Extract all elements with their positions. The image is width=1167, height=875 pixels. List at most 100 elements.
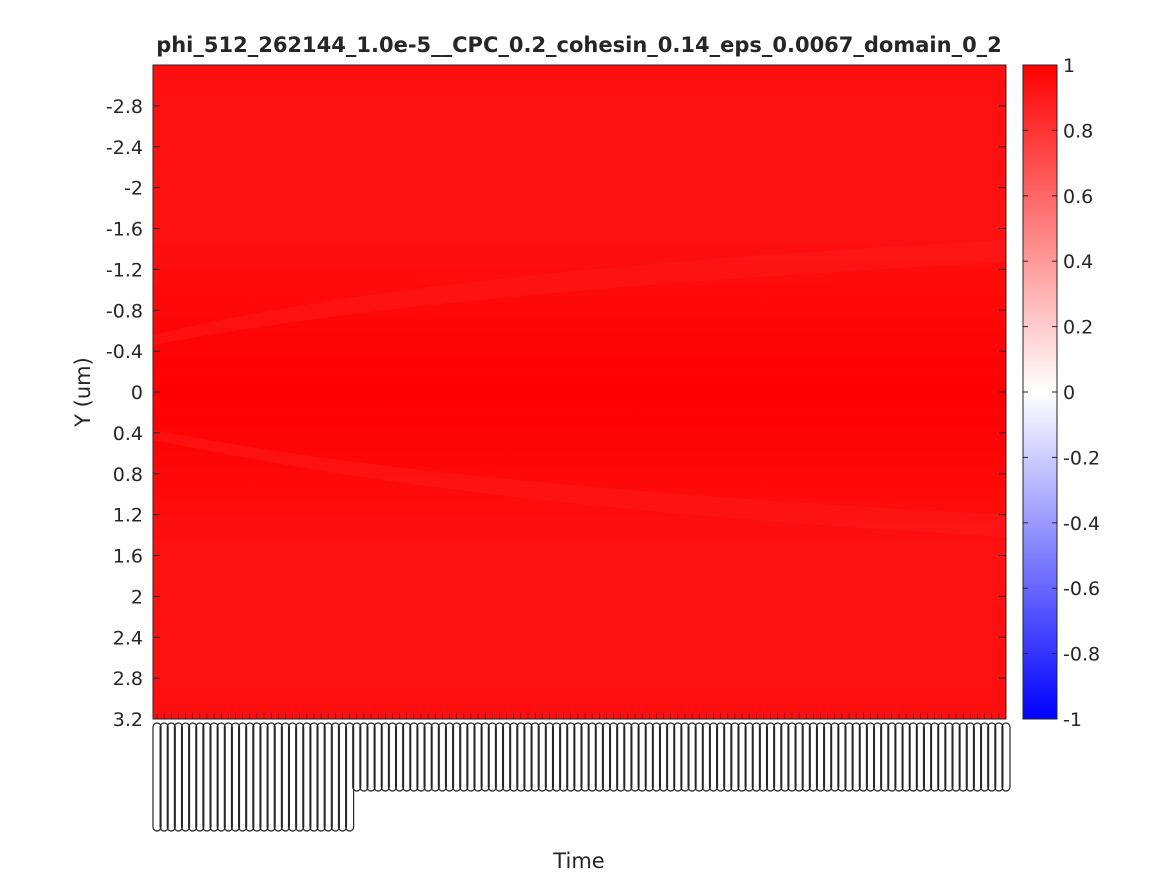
x-tick-label-glyph (409, 722, 419, 792)
y-tick-label: 1.2 (113, 505, 143, 527)
x-tick-label-glyph (915, 722, 925, 792)
y-tick-label: 1.6 (113, 546, 143, 568)
x-tick-label-glyph (266, 722, 276, 832)
x-tick-label-glyph (815, 722, 826, 792)
colorbar-tick-label: -0.6 (1063, 578, 1100, 600)
x-tick-label-glyph (466, 722, 476, 792)
x-tick-label-glyph (644, 722, 654, 792)
colorbar-tick-label: 0.4 (1063, 251, 1093, 273)
y-tick-label: 2.4 (113, 627, 143, 649)
x-tick-label-glyph (744, 722, 754, 792)
x-tick-label-glyph (758, 722, 769, 792)
x-tick-label-glyph (922, 722, 933, 792)
x-tick-label-glyph (452, 722, 462, 792)
x-tick-label-glyph (188, 722, 198, 832)
x-tick-label-glyph (345, 722, 355, 832)
x-tick-label-glyph (994, 722, 1004, 792)
x-tick-label-glyph (887, 722, 897, 792)
x-tick-label-glyph (751, 722, 761, 792)
colorbar-tick-label: 0.8 (1063, 120, 1093, 142)
heatmap-plot-area (152, 64, 1007, 720)
x-tick-label-glyph (287, 722, 298, 832)
y-axis-label: Y (um) (71, 357, 95, 428)
x-tick-label-glyph (252, 722, 262, 832)
x-tick-label-glyph (444, 722, 455, 792)
x-tick-label-glyph (658, 722, 669, 792)
x-tick-label-glyph (801, 722, 811, 792)
x-tick-label-glyph (387, 722, 398, 792)
x-tick-label-glyph (894, 722, 904, 792)
y-tick-label: 0 (131, 382, 143, 404)
x-tick-label-glyph (716, 722, 726, 792)
x-tick-label-glyph (851, 722, 861, 792)
x-tick-label-glyph (637, 722, 647, 792)
x-tick-label-glyph (630, 722, 640, 792)
x-tick-label-glyph (238, 722, 248, 832)
y-tick-label: 2.8 (113, 668, 143, 690)
heatmap-field (153, 65, 1006, 719)
x-tick-label-glyph (437, 722, 447, 792)
x-tick-label-glyph (501, 722, 512, 792)
x-tick-label-glyph (223, 722, 233, 832)
x-tick-label-glyph (566, 722, 576, 792)
colorbar-tick-label: -0.4 (1063, 513, 1100, 535)
x-tick-label-glyph (737, 722, 747, 792)
x-tick-label-glyph (173, 722, 184, 832)
x-tick-label-glyph (872, 722, 883, 792)
x-tick-label-glyph (979, 722, 990, 792)
x-tick-label-glyph (908, 722, 918, 792)
colorbar-gradient (1022, 64, 1058, 720)
colorbar-tick-label: -0.2 (1063, 447, 1100, 469)
x-tick-label-glyph (901, 722, 911, 792)
colorbar-tick-label: 0.2 (1063, 317, 1093, 339)
y-tick-label: -1.2 (106, 259, 143, 281)
x-tick-label-glyph (730, 722, 740, 792)
x-tick-label-glyph (359, 722, 369, 792)
x-tick-label-glyph (651, 722, 662, 792)
x-tick-label-glyph (594, 722, 604, 792)
x-tick-label-glyph (402, 722, 412, 792)
x-tick-label-glyph (480, 722, 490, 792)
x-tick-label-glyph (551, 722, 562, 792)
heatmap-band-upper (153, 240, 1006, 345)
chart-title: phi_512_262144_1.0e-5__CPC_0.2_cohesin_0… (156, 33, 1002, 57)
x-tick-label-glyph (666, 722, 676, 792)
y-tick-label: 0.4 (113, 423, 143, 445)
y-tick-label: -2.4 (106, 137, 143, 159)
x-axis-ticks (152, 713, 1011, 832)
x-tick-label-glyph (380, 722, 390, 792)
colorbar-tick-label: -0.8 (1063, 644, 1100, 666)
x-tick-label-glyph (958, 722, 968, 792)
x-tick-label-glyph (609, 722, 619, 792)
x-tick-label-glyph (166, 722, 176, 832)
colorbar-tick-label: 0 (1063, 382, 1075, 404)
colorbar: 1 0.8 0.6 0.4 0.2 0 -0.2 -0.4 -0.6 -0.8 -1 (1022, 55, 1100, 731)
x-tick-label-glyph (701, 722, 711, 792)
x-tick-label-glyph (416, 722, 426, 792)
x-tick-label-glyph (537, 722, 547, 792)
x-tick-label-glyph (202, 722, 212, 832)
x-tick-label-glyph (930, 722, 940, 792)
x-tick-label-glyph (616, 722, 626, 792)
x-tick-label-glyph (559, 722, 569, 792)
x-tick-label-glyph (280, 722, 291, 832)
x-axis-label: Time (552, 849, 604, 873)
x-tick-label-glyph (295, 722, 305, 832)
x-tick-label-glyph (865, 722, 876, 792)
colorbar-tick-label: 1 (1063, 55, 1075, 77)
x-tick-label-glyph (316, 722, 326, 832)
y-tick-label: 2 (131, 586, 143, 608)
x-tick-label-glyph (309, 722, 319, 832)
x-tick-label-glyph (373, 722, 383, 792)
x-tick-label-glyph (323, 722, 333, 832)
x-tick-label-glyph (694, 722, 704, 792)
x-tick-label-glyph (337, 722, 348, 832)
x-tick-label-glyph (723, 722, 733, 792)
x-tick-label-glyph (987, 722, 997, 792)
x-tick-label-glyph (473, 722, 483, 792)
x-tick-label-glyph (423, 722, 433, 792)
y-axis-ticks: -2.8 -2.4 -2 -1.6 -1.2 -0.8 -0.4 0 0.4 0.8 1.2 1.6 2… (106, 96, 1006, 731)
x-tick-label-glyph (230, 722, 241, 832)
x-tick-label-glyph (330, 722, 340, 832)
